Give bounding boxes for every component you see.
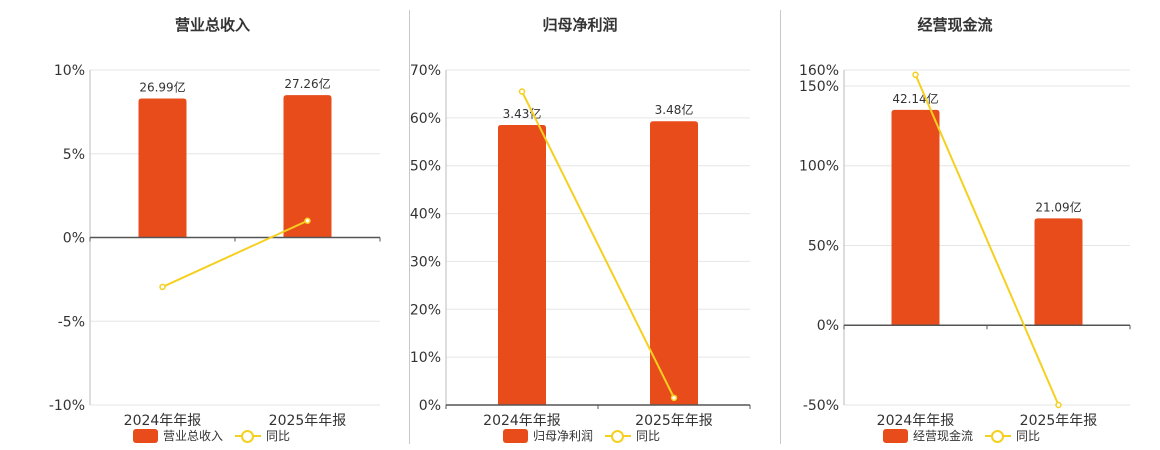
legend: 经营现金流 同比 xyxy=(883,427,1040,444)
y-tick-label: -5% xyxy=(58,314,85,330)
y-tick-label: -50% xyxy=(803,398,839,414)
yoy-point xyxy=(670,394,678,402)
bar xyxy=(1034,218,1083,326)
bar xyxy=(283,95,332,238)
bar xyxy=(138,98,187,238)
y-tick-label: 0% xyxy=(419,398,441,414)
legend-line-label: 同比 xyxy=(1016,429,1041,443)
bar-value-label: 3.48亿 xyxy=(655,102,694,117)
x-tick-label: 2025年年报 xyxy=(635,413,713,429)
y-tick-label: 70% xyxy=(410,63,441,79)
y-tick-label: 5% xyxy=(63,147,85,163)
chart-svg-cash-flow: 160%150% 100% 50% 0% -50% 42.14亿 21.09亿 2024年年报… xyxy=(799,63,1131,429)
yoy-point xyxy=(1055,401,1062,409)
legend-bar-label: 经营现金流 xyxy=(913,429,974,443)
panel-divider xyxy=(780,10,781,444)
y-tick-label: 100% xyxy=(799,159,839,175)
x-tick-label: 2024年年报 xyxy=(877,413,955,429)
y-tick-label: 60% xyxy=(410,111,441,127)
y-tick-label: 160% xyxy=(799,63,839,79)
y-tick-label: 30% xyxy=(410,254,441,270)
yoy-line xyxy=(521,91,675,399)
y-tick-label: 150% xyxy=(799,79,839,95)
legend-bar-swatch xyxy=(503,428,528,443)
chart-title: 营业总收入 xyxy=(174,16,250,34)
legend-line-swatch xyxy=(985,429,1012,443)
bar-value-label: 27.26亿 xyxy=(284,76,330,91)
yoy-point xyxy=(518,88,526,95)
bar xyxy=(650,121,698,405)
yoy-line xyxy=(914,74,1060,406)
yoy-point xyxy=(304,217,311,224)
chart-svg-revenue: 10% 5% 0% -5% -10% 26.99亿 27.26亿 2024年年报 2025年年报 xyxy=(49,63,381,429)
yoy-point xyxy=(912,71,919,79)
y-tick-label: 0% xyxy=(63,231,85,247)
legend-bar-swatch xyxy=(883,428,908,443)
legend-line-label: 同比 xyxy=(636,429,661,443)
y-tick-label: -10% xyxy=(49,398,85,414)
y-tick-label: 10% xyxy=(54,63,85,79)
chart-svg-net-profit: 70%60%50%40%30%20%10%0%3.43亿 3.48亿2024年年报… xyxy=(410,63,751,429)
panel-divider xyxy=(409,10,410,444)
bar-value-label: 42.14亿 xyxy=(892,91,938,106)
bar xyxy=(891,109,940,326)
bar xyxy=(498,125,546,406)
yoy-line xyxy=(162,219,308,288)
chart-title: 经营现金流 xyxy=(917,16,993,34)
legend-bar-swatch xyxy=(133,428,158,443)
x-tick-label: 2024年年报 xyxy=(124,413,202,429)
y-tick-label: 10% xyxy=(410,350,441,366)
chart-title: 归母净利润 xyxy=(542,16,618,34)
legend-line-swatch xyxy=(235,429,262,443)
chart-panel-net-profit: 归母净利润 70% 60% 50% 40% 30% 20% 10% 0% 3.43亿 3.48亿 2… xyxy=(400,0,760,450)
legend-bar-label: 归母净利润 xyxy=(533,429,594,443)
bar-value-label: 21.09亿 xyxy=(1035,199,1081,214)
y-tick-label: 50% xyxy=(410,159,441,175)
yoy-point xyxy=(159,283,166,291)
y-tick-label: 0% xyxy=(817,318,839,334)
legend: 营业总收入 同比 xyxy=(133,427,290,444)
bar-value-label: 26.99亿 xyxy=(139,79,185,94)
y-tick-label: 50% xyxy=(808,238,839,254)
legend-line-label: 同比 xyxy=(266,429,291,443)
legend-line-swatch xyxy=(605,429,632,443)
x-tick-label: 2024年年报 xyxy=(483,413,561,429)
chart-panel-revenue: 营业总收入 10% 5% 0% -5% -10% 26.99亿 27.26亿 2024年年报 2… xyxy=(40,0,385,450)
legend-bar-label: 营业总收入 xyxy=(163,429,224,443)
x-tick-label: 2025年年报 xyxy=(1020,413,1098,429)
y-tick-label: 20% xyxy=(410,302,441,318)
y-tick-label: 40% xyxy=(410,207,441,223)
x-tick-label: 2025年年报 xyxy=(269,413,347,429)
chart-panel-cash-flow: 经营现金流 160% 150% 100% 50% 0% -50% 42.14亿 21.09亿 2… xyxy=(770,0,1140,450)
legend: 归母净利润 同比 xyxy=(503,427,660,444)
